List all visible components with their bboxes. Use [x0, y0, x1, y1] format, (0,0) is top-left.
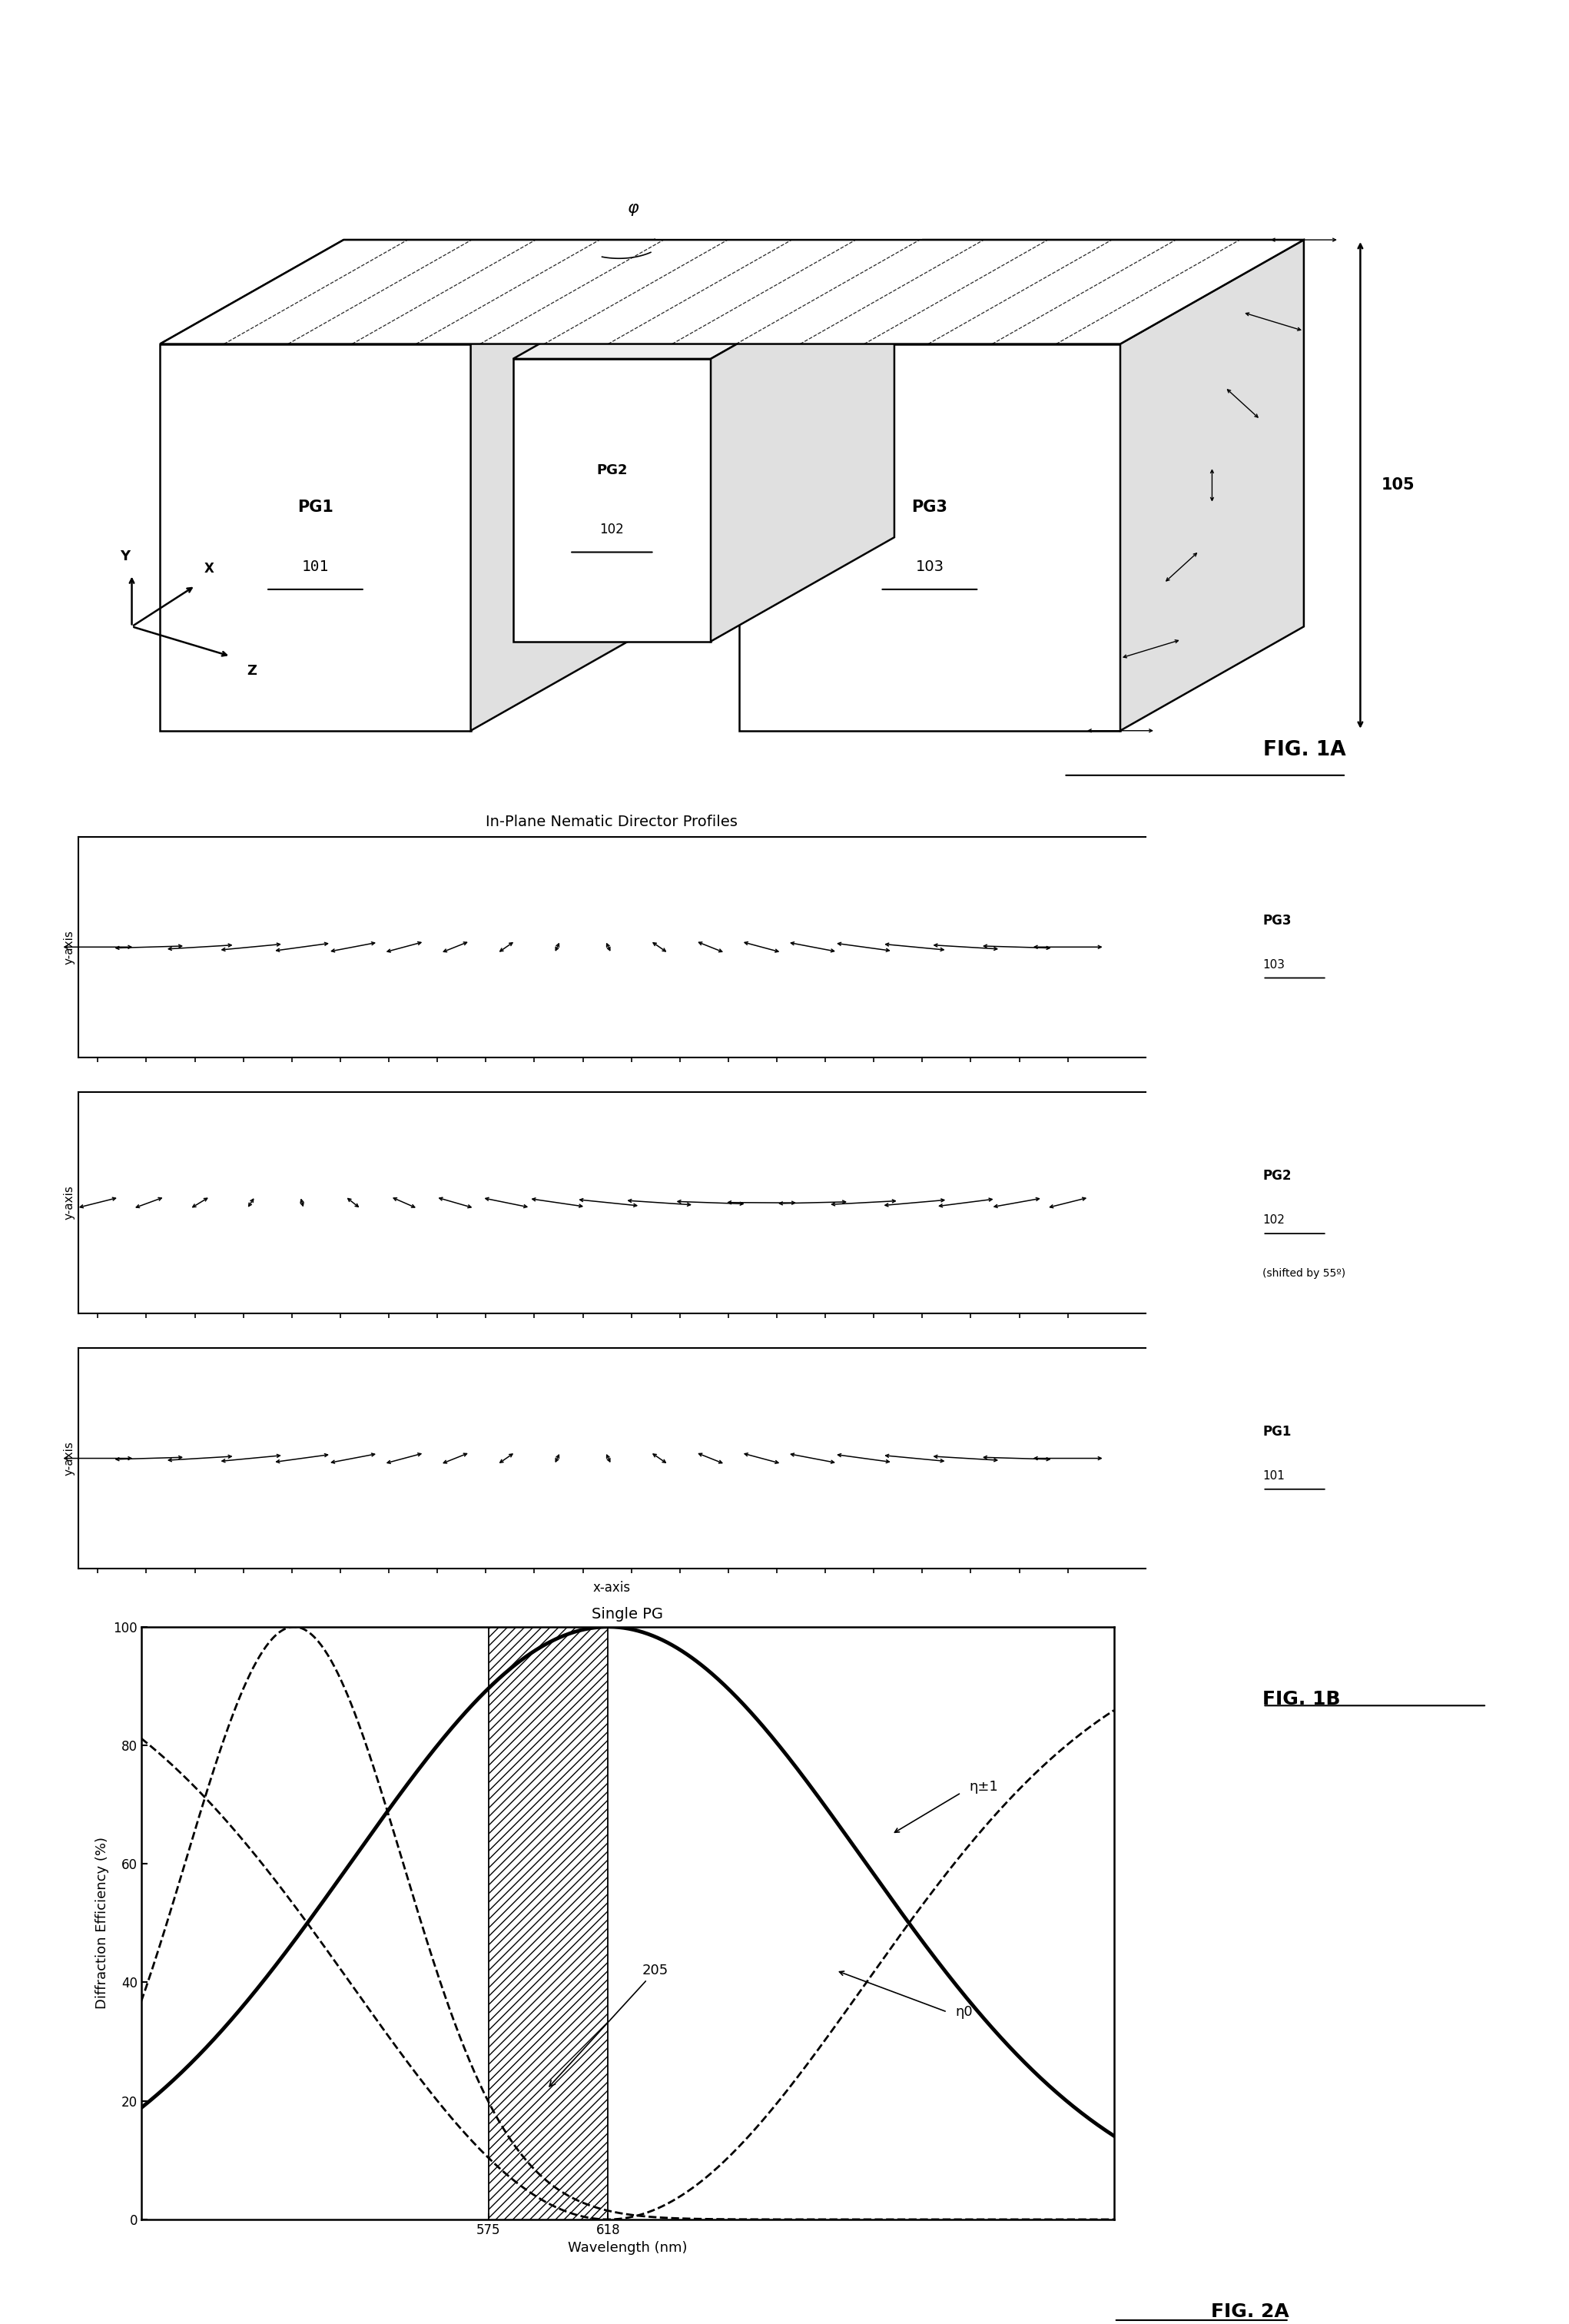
Polygon shape [1120, 239, 1304, 730]
Text: 103: 103 [915, 560, 945, 574]
Text: FIG. 1A: FIG. 1A [1263, 741, 1346, 760]
Text: PG2: PG2 [1263, 1169, 1291, 1183]
Y-axis label: y-axis: y-axis [64, 1185, 75, 1220]
Text: 101: 101 [301, 560, 329, 574]
Text: 101: 101 [1263, 1471, 1285, 1483]
Text: Z: Z [246, 665, 257, 679]
Text: $\varphi$: $\varphi$ [626, 202, 640, 218]
Text: 105: 105 [1382, 476, 1415, 493]
Polygon shape [160, 344, 471, 730]
Polygon shape [739, 344, 1120, 730]
Polygon shape [160, 239, 1304, 344]
Y-axis label: Diffraction Efficiency (%): Diffraction Efficiency (%) [96, 1836, 108, 2010]
Polygon shape [471, 239, 654, 730]
Text: PG2: PG2 [596, 462, 628, 476]
Polygon shape [739, 239, 1304, 344]
Text: η0: η0 [956, 2006, 973, 2020]
Y-axis label: y-axis: y-axis [64, 1441, 75, 1476]
Text: X: X [204, 562, 215, 576]
Text: 103: 103 [1263, 960, 1285, 971]
Text: 205: 205 [549, 1964, 668, 2087]
Title: In-Plane Nematic Director Profiles: In-Plane Nematic Director Profiles [486, 813, 737, 830]
Polygon shape [513, 256, 894, 358]
Text: (shifted by 55º): (shifted by 55º) [1263, 1269, 1346, 1278]
X-axis label: Wavelength (nm): Wavelength (nm) [568, 2240, 687, 2254]
Text: PG3: PG3 [912, 500, 948, 516]
Text: PG1: PG1 [298, 500, 333, 516]
X-axis label: x-axis: x-axis [593, 1580, 631, 1594]
Y-axis label: y-axis: y-axis [64, 930, 75, 964]
Polygon shape [711, 256, 894, 641]
Text: 102: 102 [599, 523, 624, 537]
Polygon shape [513, 358, 711, 641]
Text: η±1: η±1 [970, 1780, 998, 1794]
Text: PG1: PG1 [1263, 1425, 1291, 1439]
Text: PG3: PG3 [1263, 913, 1291, 927]
Title: Single PG: Single PG [592, 1606, 664, 1622]
Text: FIG. 1B: FIG. 1B [1263, 1690, 1341, 1708]
Text: Y: Y [119, 548, 130, 562]
Text: FIG. 2A: FIG. 2A [1211, 2303, 1290, 2322]
Polygon shape [160, 239, 654, 344]
Bar [488, 1627, 609, 2219]
Text: 102: 102 [1263, 1215, 1285, 1227]
